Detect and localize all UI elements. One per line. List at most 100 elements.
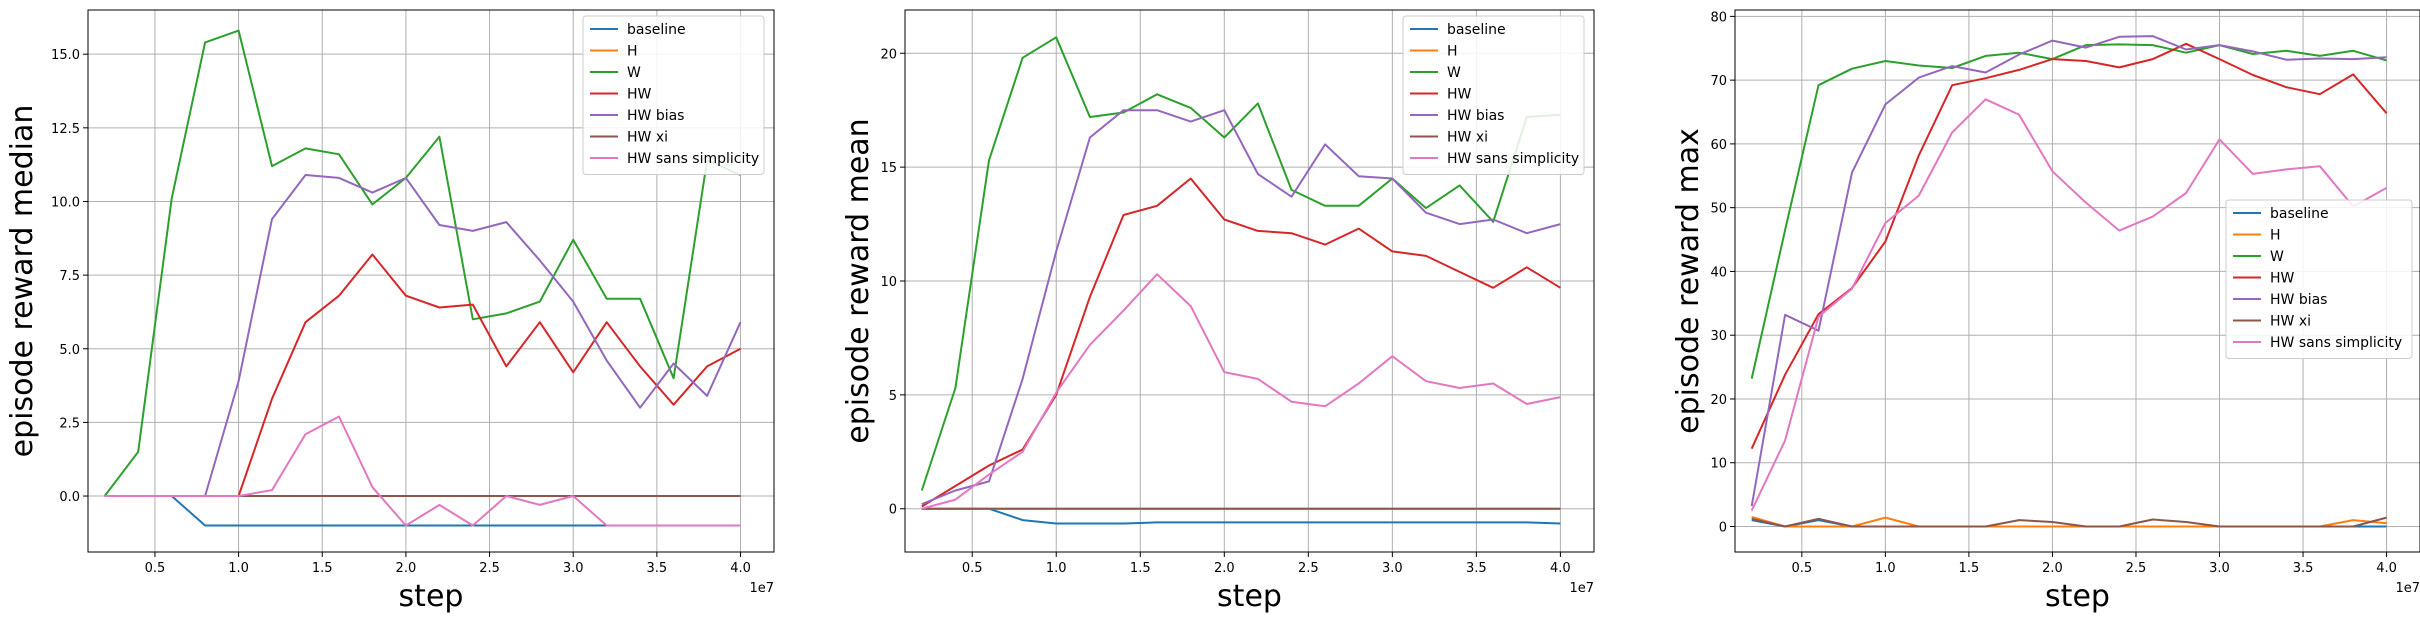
x-tick-label: 0.5 (962, 561, 983, 576)
legend-label: baseline (627, 22, 686, 38)
y-tick-label: 70 (1710, 74, 1727, 89)
legend-label: HW xi (627, 130, 668, 146)
y-tick-label: 7.5 (59, 269, 80, 284)
legend-label: HW sans simplicity (2270, 335, 2402, 351)
x-tick-label: 1.5 (312, 561, 333, 576)
y-tick-label: 30 (1710, 329, 1727, 344)
legend-label: HW sans simplicity (627, 151, 759, 167)
x-offset-label: 1e7 (1569, 581, 1594, 596)
legend-label: HW (627, 87, 652, 103)
legend-label: HW xi (2270, 314, 2311, 330)
legend-label: HW bias (1447, 108, 1504, 124)
x-tick-label: 3.5 (647, 561, 668, 576)
x-tick-label: 1.5 (1130, 561, 1151, 576)
chart-panel-1: 0.5 1.0 1.5 2.0 2.5 3.0 3.5 4.0 0.0 2.5 5.0 7.5 10.0… (5, 9, 775, 614)
x-tick-label: 1.5 (1959, 561, 1980, 576)
legend-box (1402, 15, 1585, 175)
x-tick-label: 3.0 (563, 561, 584, 576)
series-line-hw (921, 177, 1561, 508)
y-tick-label: 2.5 (59, 416, 80, 431)
legend-label: HW xi (1447, 130, 1488, 146)
x-tick-label: 3.5 (2293, 561, 2314, 576)
series-line-hw-sans-simplicity (1750, 98, 2388, 512)
x-tick-label: 4.0 (730, 561, 751, 576)
legend-label: HW (1447, 87, 1472, 103)
y-tick-label: 20 (880, 47, 897, 62)
legend-label: baseline (1447, 22, 1506, 38)
legend-label: HW sans simplicity (1447, 151, 1579, 167)
axes-frame (1734, 9, 2420, 553)
legend-label: W (2270, 249, 2284, 265)
legend-box (582, 15, 765, 175)
x-axis-title: step (399, 579, 464, 614)
y-tick-label: 0.0 (59, 490, 80, 505)
x-tick-label: 2.5 (1298, 561, 1319, 576)
x-tick-label: 4.0 (2376, 561, 2397, 576)
series-line-w (1750, 43, 2387, 379)
axes-frame (87, 9, 775, 553)
y-tick-label: 80 (1710, 10, 1727, 25)
y-tick-label: 0 (1719, 520, 1727, 535)
series-line-hw-bias (104, 174, 742, 497)
y-tick-label: 60 (1710, 138, 1727, 153)
series-line-hw (104, 253, 741, 497)
x-tick-label: 4.0 (1550, 561, 1571, 576)
x-tick-label: 2.0 (2042, 561, 2063, 576)
y-tick-label: 50 (1710, 202, 1727, 217)
y-tick-label: 40 (1710, 265, 1727, 280)
y-tick-label: 20 (1710, 393, 1727, 408)
y-tick-label: 0 (889, 503, 897, 518)
x-tick-label: 1.0 (1875, 561, 1896, 576)
series-line-w (920, 36, 1561, 491)
legend: baseline HW HW HW bias HW xi HW sans simplici… (1402, 15, 1585, 175)
series-line-baseline (104, 495, 741, 527)
series-line-hw-bias (1750, 35, 2387, 507)
y-tick-label: 12.5 (51, 122, 80, 137)
series-line-hw-bias (921, 109, 1561, 506)
x-tick-label: 3.5 (1466, 561, 1487, 576)
x-tick-label: 0.5 (1791, 561, 1812, 576)
legend: baseline HW HW HW bias HW xi HW sans simplici… (2225, 199, 2413, 359)
y-tick-label: 10.0 (51, 195, 80, 210)
x-tick-label: 1.0 (228, 561, 249, 576)
y-tick-label: 10 (1710, 457, 1727, 472)
x-offset-label: 1e7 (2395, 581, 2420, 596)
series-line-hw-xi (1751, 516, 2387, 528)
x-offset-label: 1e7 (749, 581, 774, 596)
series-line-w (103, 29, 741, 497)
chart-panel-3: 0.5 1.0 1.5 2.0 2.5 3.0 3.5 4.0 0 10 20 30 40 50 60 70 8… (1671, 9, 2420, 614)
x-axis-title: step (1217, 579, 1282, 614)
legend-label: baseline (2270, 206, 2329, 222)
y-tick-label: 5 (889, 389, 897, 404)
legend: baseline HW HW HW bias HW xi HW sans simplici… (582, 15, 765, 175)
y-tick-label: 5.0 (59, 343, 80, 358)
legend-label: H (2270, 228, 2281, 244)
x-tick-label: 2.5 (479, 561, 500, 576)
y-axis-title: episode reward max (1671, 128, 1706, 434)
legend-label: HW bias (627, 108, 684, 124)
x-axis-title: step (2045, 579, 2110, 614)
legend-label: HW bias (2270, 292, 2327, 308)
chart-panel-2: 0.5 1.0 1.5 2.0 2.5 3.0 3.5 4.0 0 5 10 15 20 1e7 step e… (841, 9, 1595, 614)
y-tick-label: 15.0 (51, 48, 80, 63)
x-tick-label: 1.0 (1046, 561, 1067, 576)
legend-label: W (627, 65, 641, 81)
x-tick-label: 3.0 (2209, 561, 2230, 576)
legend-label: HW (2270, 271, 2295, 287)
series-line-hw (1750, 42, 2388, 450)
x-tick-label: 2.0 (1214, 561, 1235, 576)
legend-box (2225, 199, 2413, 359)
x-tick-label: 0.5 (145, 561, 166, 576)
y-tick-label: 10 (880, 275, 897, 290)
y-tick-label: 15 (880, 161, 897, 176)
series-line-hw-sans-simplicity (104, 415, 741, 527)
x-tick-label: 2.5 (2126, 561, 2147, 576)
legend-label: H (627, 44, 638, 60)
y-axis-title: episode reward median (5, 105, 40, 458)
legend-label: H (1447, 44, 1458, 60)
x-tick-label: 2.0 (396, 561, 417, 576)
y-axis-title: episode reward mean (841, 118, 876, 443)
series-line-hw-sans-simplicity (921, 273, 1561, 510)
legend-label: W (1447, 65, 1461, 81)
